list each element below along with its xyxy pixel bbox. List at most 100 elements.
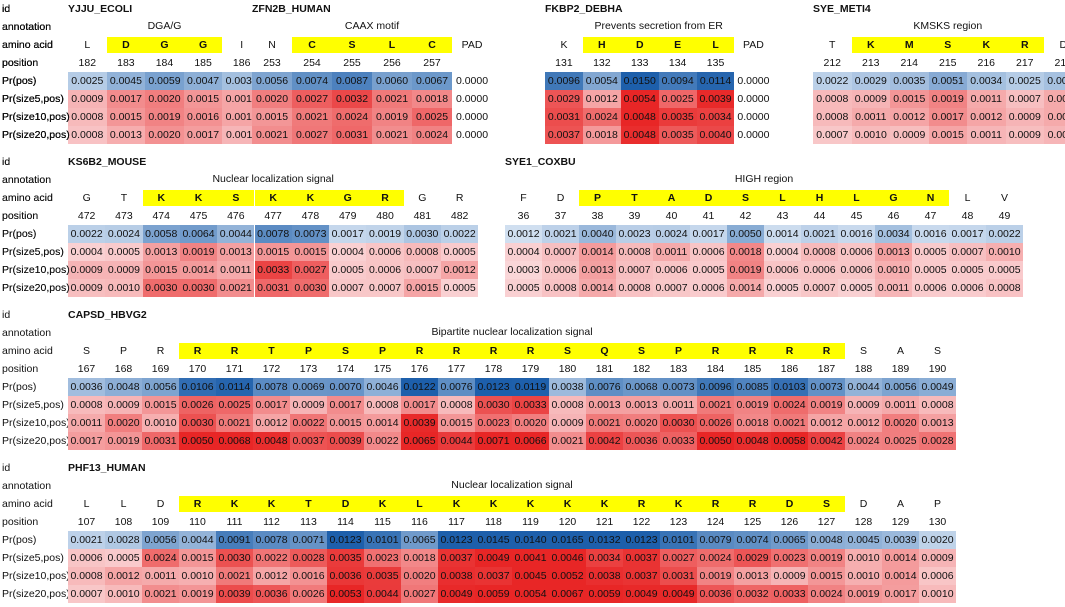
value-cell-s20: 0.0031 bbox=[142, 432, 179, 450]
value-cell-s10: 0.0020 bbox=[623, 414, 660, 432]
annotation-label: Bipartite nuclear localization signal bbox=[431, 326, 593, 338]
value-cell-s5: 0.0000 bbox=[455, 93, 489, 105]
amino-acid-cell: N bbox=[912, 190, 949, 206]
amino-acid-cell: K bbox=[254, 190, 292, 206]
value-cell-s20: 0.0049 bbox=[660, 585, 697, 603]
value-cell-pos: 0.0068 bbox=[623, 378, 660, 396]
row-label-s10: Pr(size10,pos) bbox=[2, 264, 70, 276]
value-cell-s20: 0.0009 bbox=[890, 126, 929, 144]
row-label-pos: Pr(pos) bbox=[2, 75, 37, 87]
row-label-s20: Pr(size20,pos) bbox=[2, 588, 70, 600]
position-cell: 472 bbox=[77, 210, 96, 222]
position-cell: 186 bbox=[780, 363, 799, 375]
amino-acid-cell: K bbox=[179, 190, 218, 206]
value-cell-pos: 0.0145 bbox=[475, 531, 512, 549]
amino-acid-cell: T bbox=[253, 343, 290, 359]
value-cell-s10: 0.0026 bbox=[697, 414, 734, 432]
value-cell-s10: 0.0038 bbox=[438, 567, 475, 585]
position-cell: 182 bbox=[632, 363, 651, 375]
annotation-label: Prevents secretion from ER bbox=[594, 20, 723, 32]
value-cell-pos: 0.0065 bbox=[401, 531, 438, 549]
value-cell-s5: 0.0013 bbox=[217, 243, 255, 261]
value-cell-s20: 0.0009 bbox=[68, 279, 106, 297]
value-cell-s10: 0.0011 bbox=[217, 261, 255, 279]
value-cell-s5: 0.0004 bbox=[329, 243, 367, 261]
value-cell-s5: 0.0010 bbox=[986, 243, 1023, 261]
value-cell-s10: 0.0012 bbox=[105, 567, 142, 585]
value-cell-s5: 0.0015 bbox=[183, 90, 223, 108]
value-cell-s5: 0.0024 bbox=[771, 396, 808, 414]
position-cell: 184 bbox=[155, 57, 174, 69]
amino-acid-cell: R bbox=[771, 343, 808, 359]
value-cell-s20: 0.0010 bbox=[851, 126, 890, 144]
value-cell-s5: 0.0029 bbox=[545, 90, 583, 108]
row-label-position: position bbox=[2, 210, 39, 222]
value-cell-s5: 0.0006 bbox=[838, 243, 875, 261]
amino-acid-cell: S bbox=[859, 345, 867, 357]
value-cell-pos: 0.0114 bbox=[696, 72, 735, 90]
amino-acid-cell: M bbox=[890, 37, 929, 53]
value-cell-s5: 0.0004 bbox=[68, 243, 106, 261]
value-cell-pos: 0.0091 bbox=[216, 531, 253, 549]
value-cell-s20: 0.0020 bbox=[145, 126, 184, 144]
row-label-position: position bbox=[2, 57, 39, 69]
row-label-s5: Pr(size5,pos) bbox=[2, 399, 64, 411]
value-cell-s20: 0.0044 bbox=[364, 585, 401, 603]
value-cell-s10: 0.0012 bbox=[890, 108, 929, 126]
position-cell: 212 bbox=[823, 57, 842, 69]
value-cell-s10: 0.0035 bbox=[364, 567, 401, 585]
value-cell-pos: 0.0087 bbox=[332, 72, 372, 90]
value-cell-s10: 0.0014 bbox=[364, 414, 401, 432]
value-cell-pos: 0.0047 bbox=[183, 72, 223, 90]
value-cell-s10: 0.0019 bbox=[145, 108, 184, 126]
value-cell-s5: 0.0013 bbox=[875, 243, 912, 261]
value-cell-s5: 0.0008 bbox=[438, 396, 475, 414]
position-cell: 217 bbox=[1015, 57, 1034, 69]
value-cell-s20: 0.0048 bbox=[620, 126, 659, 144]
amino-acid-cell: R bbox=[156, 345, 165, 357]
position-cell: 174 bbox=[336, 363, 355, 375]
value-cell-s20: 0.0007 bbox=[813, 126, 852, 144]
position-cell: 47 bbox=[924, 210, 937, 222]
position-cell: 183 bbox=[117, 57, 135, 69]
protein-id: KS6B2_MOUSE bbox=[68, 156, 147, 168]
value-cell-s5: 0.0025 bbox=[658, 90, 697, 108]
value-cell-s20: 0.0031 bbox=[332, 126, 372, 144]
value-cell-s5: 0.0024 bbox=[142, 549, 179, 567]
annotation-label: CAAX motif bbox=[344, 20, 400, 32]
value-cell-s5: 0.0017 bbox=[106, 90, 146, 108]
value-cell-s10: 0.0018 bbox=[734, 414, 771, 432]
position-cell: 119 bbox=[522, 516, 539, 528]
position-cell: 476 bbox=[227, 210, 245, 222]
value-cell-pos: 0.0022 bbox=[986, 225, 1023, 243]
value-cell-pos: 0.0078 bbox=[253, 531, 290, 549]
value-cell-pos: 0.0140 bbox=[512, 531, 549, 549]
value-cell-s20: 0.0068 bbox=[216, 432, 253, 450]
value-cell-pos: 0.0060 bbox=[372, 72, 412, 90]
position-cell: 189 bbox=[891, 363, 910, 375]
amino-acid-cell: R bbox=[697, 343, 734, 359]
value-cell-s20: 0.0021 bbox=[142, 585, 179, 603]
value-cell-s20: 0.0031 bbox=[254, 279, 292, 297]
value-cell-pos: 0.0046 bbox=[364, 378, 401, 396]
value-cell-pos: 0.0085 bbox=[734, 378, 771, 396]
value-cell-s10: 0.0052 bbox=[549, 567, 586, 585]
value-cell-s10: 0.0037 bbox=[475, 567, 512, 585]
position-cell: 38 bbox=[591, 210, 604, 222]
amino-acid-cell: K bbox=[586, 496, 623, 512]
position-cell: 482 bbox=[450, 210, 469, 222]
value-cell-s10: 0.0017 bbox=[928, 108, 967, 126]
value-cell-s10: 0.0014 bbox=[882, 567, 919, 585]
value-cell-s10: 0.0009 bbox=[68, 261, 106, 279]
amino-acid-cell: C bbox=[412, 37, 452, 53]
value-cell-s5: 0.0013 bbox=[142, 243, 180, 261]
value-cell-s20: 0.0011 bbox=[967, 126, 1006, 144]
value-cell-s5: 0.0028 bbox=[290, 549, 327, 567]
value-cell-s10: 0.0021 bbox=[292, 108, 332, 126]
value-cell-s20: 0.0036 bbox=[623, 432, 660, 450]
value-cell-s10: 0.0039 bbox=[401, 414, 438, 432]
amino-acid-cell: K bbox=[512, 496, 549, 512]
value-cell-s10: 0.0023 bbox=[475, 414, 512, 432]
row-label-s5: Pr(size5,pos) bbox=[2, 552, 64, 564]
